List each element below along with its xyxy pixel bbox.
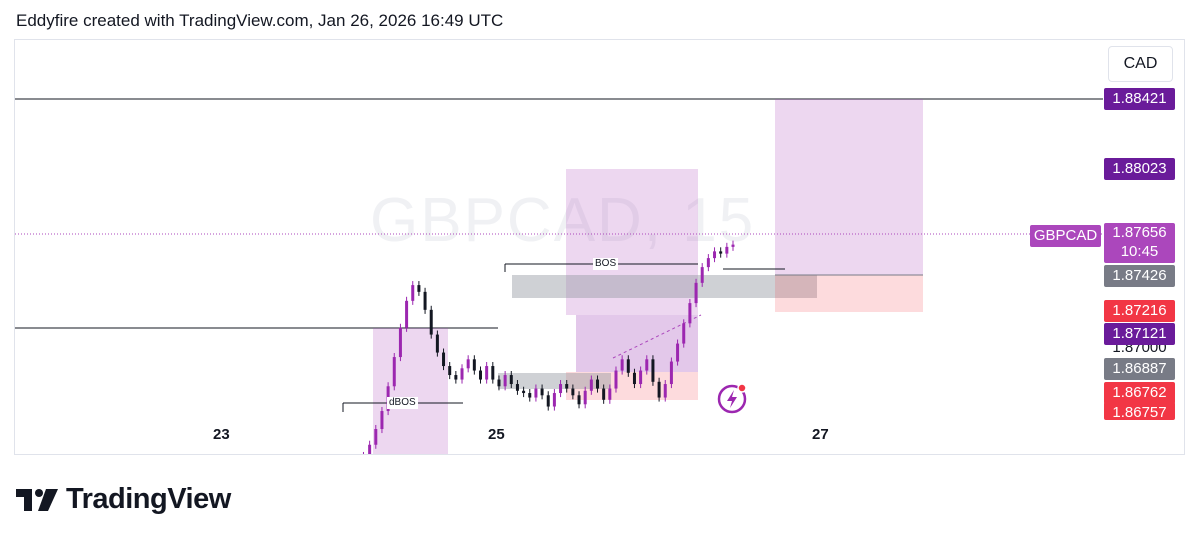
candle-body (713, 251, 717, 259)
candle-body (515, 384, 519, 391)
candle-body (522, 390, 526, 394)
candle-body (528, 393, 532, 398)
tradingview-logo-icon (16, 488, 58, 511)
last-price-value: 1.87656 (1112, 224, 1167, 241)
symbol-watermark: GBPCAD, 15 (370, 186, 756, 255)
candle-body (596, 379, 600, 389)
price-tag-4: 1.87216 (1104, 300, 1175, 322)
candle-body (405, 300, 409, 328)
candle-body (534, 388, 538, 398)
candle-body (411, 285, 415, 301)
candle-body (669, 361, 673, 385)
candle-body (620, 359, 624, 371)
bos-label: BOS (593, 258, 619, 270)
candle-body (571, 388, 575, 396)
price-chart[interactable] (15, 40, 1185, 455)
zone-right-purple (775, 99, 923, 275)
candle-body (417, 285, 421, 292)
zone-left-purple (373, 328, 448, 454)
alert-bolt-icon[interactable] (715, 380, 751, 416)
candle-body (491, 366, 495, 380)
price-tag-1: 1.88421 (1104, 88, 1175, 110)
zone-right-red (775, 275, 923, 312)
candle-body (725, 246, 729, 254)
candle-body (700, 267, 704, 283)
tradingview-logo-text: TradingView (66, 483, 231, 515)
zone-mid-inner-purple (576, 315, 698, 372)
candle-body (546, 395, 550, 407)
candle-body (509, 375, 513, 385)
candle-body (540, 388, 544, 396)
candles-group (362, 240, 735, 454)
candle-body (626, 359, 630, 373)
candle-body (552, 393, 556, 407)
candle-body (663, 384, 667, 398)
candle-body (706, 258, 710, 268)
order-block-lower (498, 373, 611, 389)
candle-body (589, 379, 593, 391)
x-tick-25: 25 (488, 426, 505, 443)
candle-body (583, 390, 587, 405)
price-tag-3: 1.87426 (1104, 265, 1175, 287)
candle-body (676, 343, 680, 362)
candle-body (559, 384, 563, 394)
symbol-tag: GBPCAD (1030, 225, 1101, 247)
zone-mid-upper-purple (566, 169, 698, 315)
x-tick-23: 23 (213, 426, 230, 443)
price-tag-8: 1.86762 (1104, 382, 1175, 404)
candle-body (435, 334, 439, 353)
order-block-upper (512, 275, 817, 298)
candle-body (398, 327, 402, 358)
candle-body (380, 411, 384, 430)
candle-body (472, 359, 476, 371)
candle-body (719, 251, 723, 254)
candle-body (460, 368, 464, 380)
candle-body (497, 379, 501, 387)
x-tick-27: 27 (812, 426, 829, 443)
chart-pane[interactable]: GBPCAD, 15 BOS dBOS CAD GBPCAD (14, 39, 1185, 455)
candle-body (448, 366, 452, 376)
candle-body (565, 384, 569, 389)
candle-body (657, 381, 661, 398)
bar-countdown: 10:45 (1120, 243, 1159, 260)
candle-body (485, 366, 489, 380)
candle-body (608, 388, 612, 400)
candle-body (466, 359, 470, 369)
candle-body (442, 352, 446, 367)
candle-body (688, 303, 692, 324)
candle-body (614, 370, 618, 389)
candle-body (454, 375, 458, 380)
candle-body (368, 444, 372, 454)
trendline (612, 314, 702, 359)
price-tag-2: 1.88023 (1104, 158, 1175, 180)
price-tag-9: 1.86757 (1104, 402, 1175, 421)
zone-mid-red (566, 372, 698, 400)
candle-body (694, 282, 698, 304)
dbos-label: dBOS (387, 397, 418, 409)
candle-body (478, 370, 482, 380)
currency-badge[interactable]: CAD (1108, 46, 1173, 82)
candle-body (429, 309, 433, 335)
candle-body (651, 359, 655, 382)
candle-body (577, 395, 581, 405)
candle-body (632, 372, 636, 385)
candle-body (423, 291, 427, 310)
candle-body (392, 357, 396, 387)
candle-body (503, 375, 507, 387)
candle-body (374, 429, 378, 445)
tradingview-logo: TradingView (16, 483, 231, 516)
candle-body (731, 244, 735, 247)
candle-body (682, 323, 686, 344)
header-caption: Eddyfire created with TradingView.com, J… (16, 11, 504, 30)
candle-body (639, 370, 643, 385)
price-tag-5: 1.87121 (1104, 323, 1175, 345)
candle-body (645, 359, 649, 371)
last-price-tag: 1.87656 10:45 (1104, 223, 1175, 263)
candle-body (602, 388, 606, 400)
price-tag-7: 1.86887 (1104, 358, 1175, 380)
